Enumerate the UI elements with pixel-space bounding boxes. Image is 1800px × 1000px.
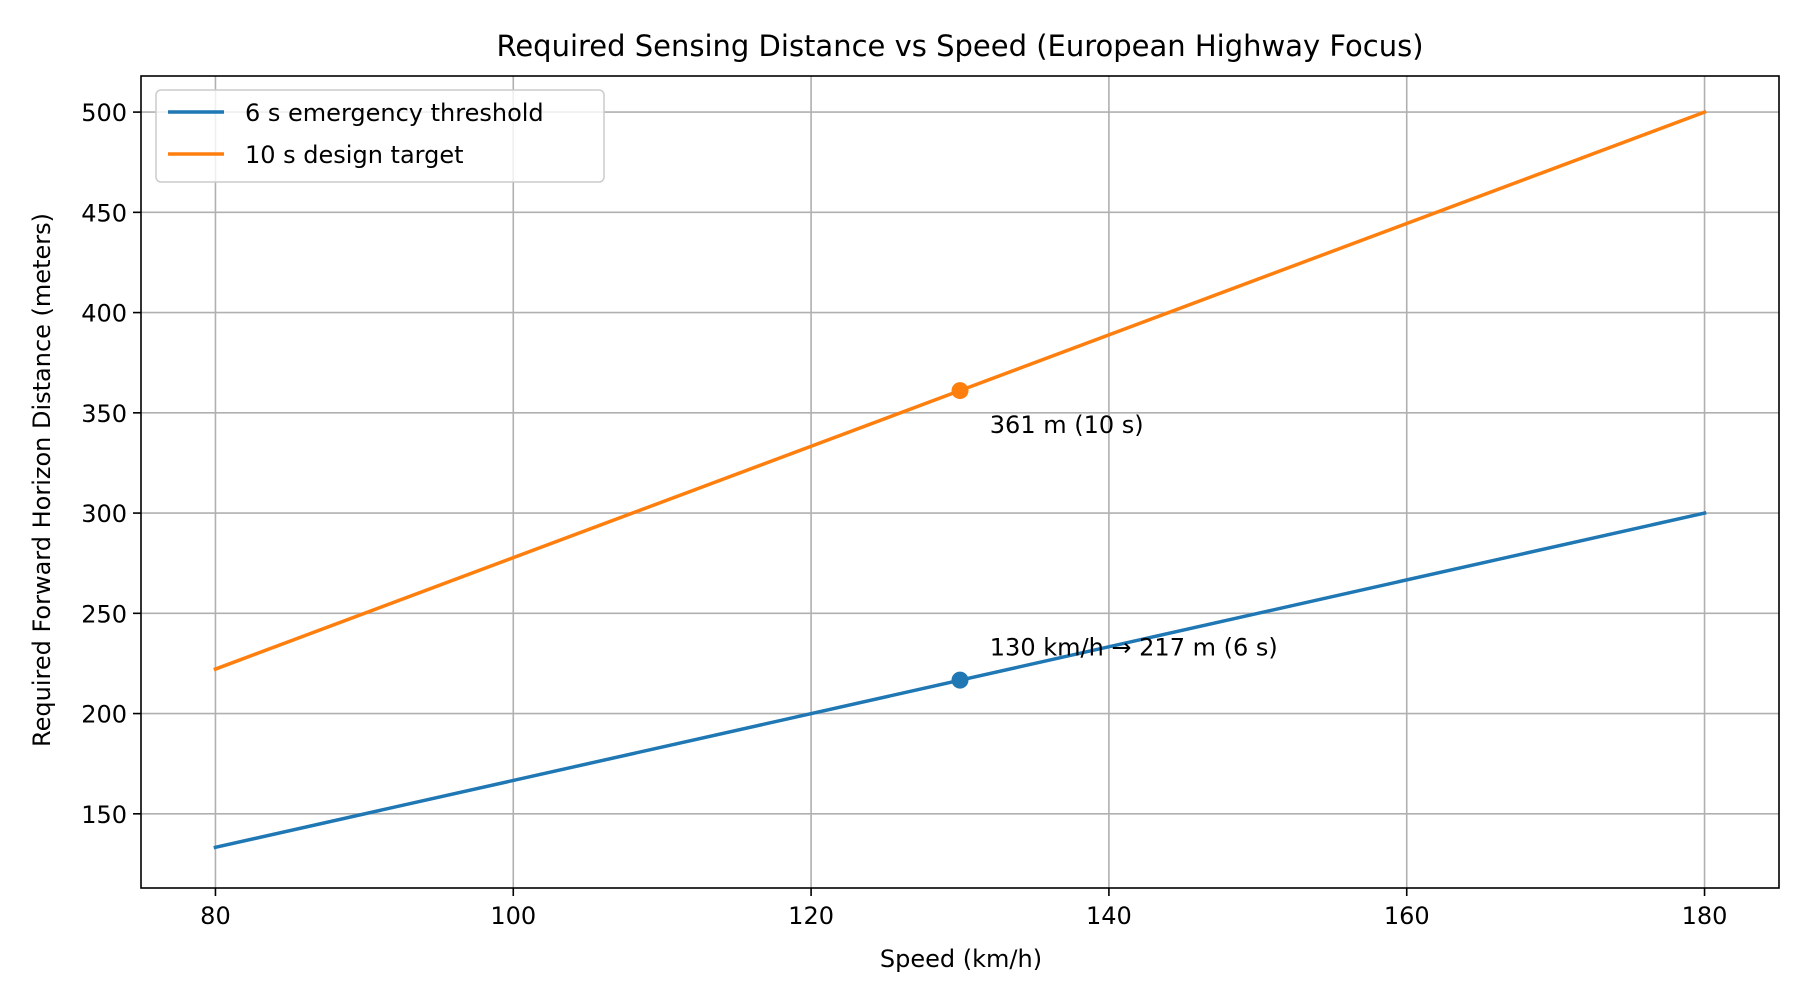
legend: 6 s emergency threshold 10 s design targ… [155,89,605,183]
grid [141,76,1779,888]
y-axis-title: Required Forward Horizon Distance (meter… [28,213,56,747]
x-tick-label: 100 [490,902,536,930]
legend-label-6s: 6 s emergency threshold [245,99,544,127]
y-tick-label: 400 [81,300,127,328]
y-tick-label: 300 [81,500,127,528]
x-tick-label: 80 [200,902,231,930]
y-tick-label: 500 [81,99,127,127]
annotation-text-1: 361 m (10 s) [990,411,1144,439]
y-tick-label: 450 [81,199,127,227]
data-point-marker-0 [951,671,969,689]
legend-box [155,89,605,183]
marker-layer [951,382,969,689]
x-tick-label: 160 [1384,902,1430,930]
x-tick-label: 180 [1682,902,1728,930]
chart-title: Required Sensing Distance vs Speed (Euro… [496,29,1423,63]
y-tick-label: 150 [81,801,127,829]
axis-ticks: 80 100 120 140 160 180 150 200 250 300 350 400 450 50… [81,99,1727,930]
y-tick-label: 200 [81,701,127,729]
x-axis-title: Speed (km/h) [880,945,1042,973]
plot-area-frame [140,75,1780,889]
y-tick-label: 350 [81,400,127,428]
legend-label-10s: 10 s design target [245,141,464,169]
x-tick-label: 140 [1086,902,1132,930]
annotation-text-0: 130 km/h → 217 m (6 s) [990,633,1278,661]
y-tick-label: 250 [81,600,127,628]
annotation-layer: 130 km/h → 217 m (6 s) 361 m (10 s) [990,411,1278,662]
data-point-marker-1 [951,382,969,400]
x-tick-label: 120 [788,902,834,930]
